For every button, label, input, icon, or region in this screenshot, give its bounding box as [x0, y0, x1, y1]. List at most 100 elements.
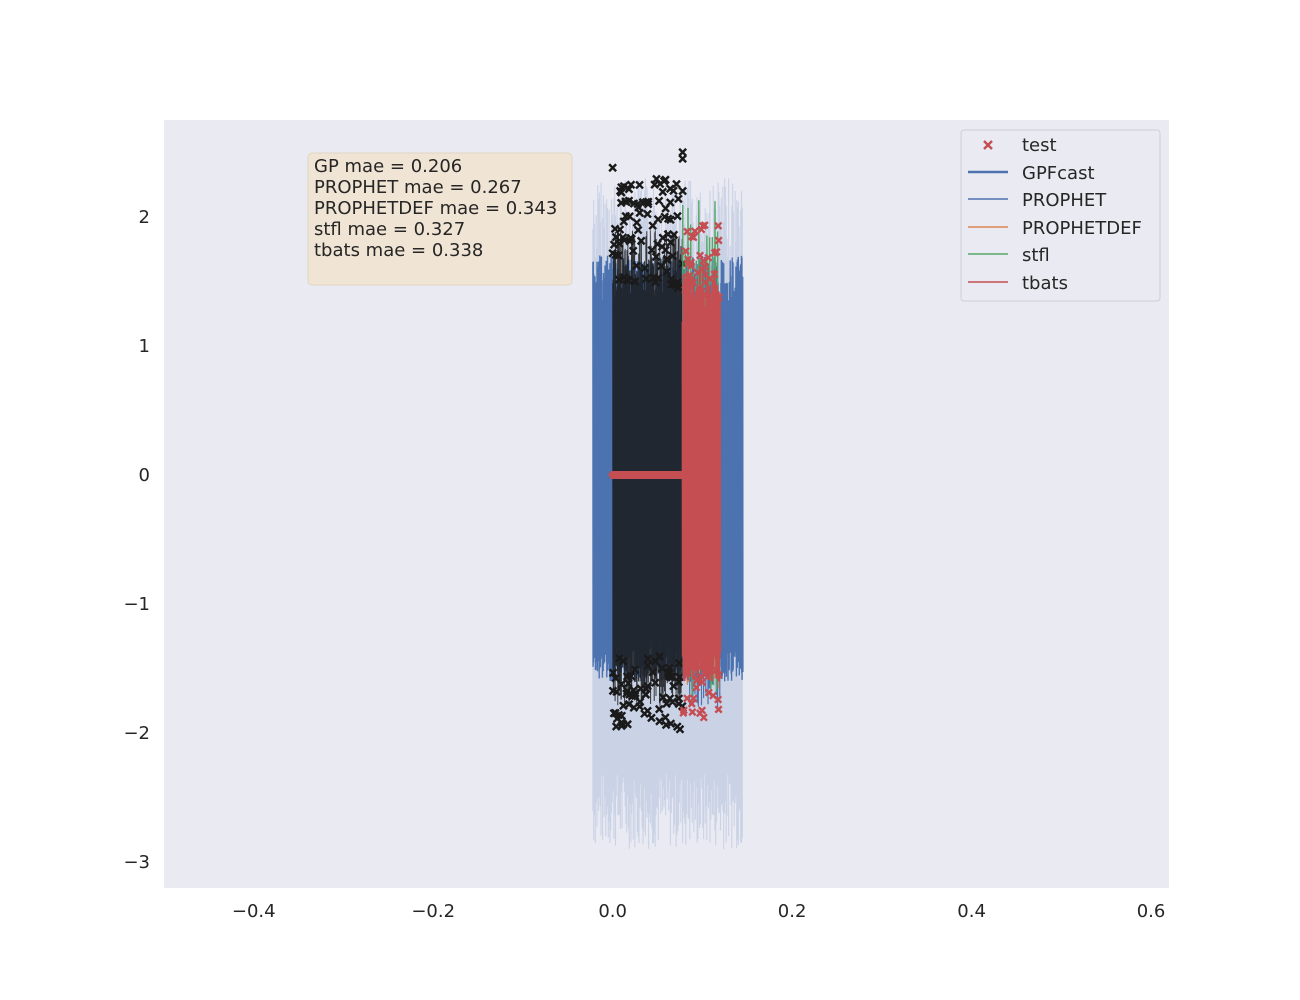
test-point [679, 708, 688, 717]
annotation-line-prophet: PROPHET mae = 0.267 [314, 177, 522, 198]
train-point [624, 678, 633, 688]
train-point [665, 184, 675, 194]
train-point [647, 245, 657, 255]
test-point [685, 271, 694, 280]
test-point [704, 253, 713, 262]
test-point [693, 650, 702, 659]
train-point [655, 652, 664, 661]
legend-test-x [983, 140, 993, 150]
legend-entry-tbats: tbats [968, 273, 1068, 294]
train-point [643, 197, 653, 207]
y-tick-label: −2 [123, 723, 150, 744]
train-point [628, 246, 638, 256]
test-point [691, 311, 700, 320]
legend-label-gpfcast: GPFcast [1022, 163, 1095, 184]
train-point [651, 252, 661, 262]
train-point [669, 230, 679, 240]
y-tick-label: 2 [139, 207, 150, 228]
legend-label-tbats: tbats [1022, 273, 1068, 294]
train-point [614, 275, 624, 284]
train-point [652, 174, 661, 184]
train-point [643, 654, 653, 664]
train-point [635, 208, 645, 218]
train-point [630, 665, 640, 674]
train-point [678, 186, 688, 196]
train-line [612, 230, 683, 707]
y-tick-label: 1 [139, 336, 150, 357]
train-point [662, 699, 671, 709]
train-point [654, 196, 664, 206]
train-point [635, 180, 644, 190]
test-point [710, 270, 719, 279]
train-points [608, 147, 688, 734]
train-point [617, 711, 627, 721]
mae-annotation-box: GP mae = 0.206 PROPHET mae = 0.267 PROPH… [307, 152, 573, 286]
train-point [660, 713, 670, 722]
train-point [672, 722, 682, 732]
test-point [712, 666, 721, 675]
train-point [615, 225, 625, 234]
train-point [650, 180, 659, 189]
tbats-line [681, 268, 722, 682]
train-point [662, 254, 672, 264]
x-tick-label: −0.2 [411, 901, 455, 922]
train-point [668, 251, 677, 261]
train-point [643, 199, 653, 209]
legend-entry-prophetdef: PROPHETDEF [968, 218, 1142, 239]
train-point [626, 671, 636, 681]
train-point [648, 667, 658, 677]
test-point [696, 663, 705, 672]
train-point [660, 212, 670, 222]
train-point [618, 656, 628, 666]
legend-background [960, 129, 1161, 302]
x-tick-label: 0.0 [598, 901, 627, 922]
test-point [706, 666, 715, 675]
train-point [611, 673, 620, 683]
train-point [636, 236, 646, 246]
train-point [666, 274, 676, 284]
y-tick-label: −1 [123, 594, 150, 615]
test-point [705, 652, 714, 661]
test-point [714, 695, 723, 704]
train-point [626, 180, 636, 190]
train-point [618, 233, 628, 242]
train-point [640, 263, 650, 273]
train-point [627, 691, 637, 701]
test-point [681, 247, 690, 256]
annotation-line-stfl: stfl mae = 0.327 [314, 219, 465, 240]
train-point [611, 722, 621, 731]
test-point [681, 300, 691, 309]
test-point [690, 227, 699, 236]
legend-label-stfl: stfl [1022, 245, 1050, 266]
train-point [622, 197, 631, 207]
annotation-line-tbats: tbats mae = 0.338 [314, 240, 483, 261]
train-point [664, 667, 673, 677]
train-point [673, 277, 682, 287]
train-point [625, 236, 635, 246]
test-point [714, 670, 723, 679]
train-point [665, 694, 675, 703]
train-point [641, 689, 651, 699]
train-point [661, 175, 670, 185]
train-point [629, 703, 639, 713]
train-point [678, 147, 688, 157]
test-point [701, 262, 710, 272]
test-point [681, 285, 690, 294]
train-point [658, 693, 668, 702]
test-point [707, 296, 716, 305]
train-point [608, 163, 618, 173]
train-point [653, 214, 663, 224]
test-point [714, 236, 723, 245]
train-point [643, 209, 652, 219]
train-point [655, 716, 664, 726]
x-tick-label: −0.4 [232, 901, 276, 922]
y-axis-ticks: −3 −2 −1 0 1 2 [123, 207, 150, 873]
test-point [688, 708, 697, 717]
test-point [689, 694, 698, 703]
train-point [658, 187, 668, 197]
test-point [714, 705, 723, 714]
train-point [661, 720, 671, 730]
test-point [684, 667, 693, 676]
train-point [653, 273, 663, 283]
annotation-line-prophetdef: PROPHETDEF mae = 0.343 [314, 198, 557, 219]
